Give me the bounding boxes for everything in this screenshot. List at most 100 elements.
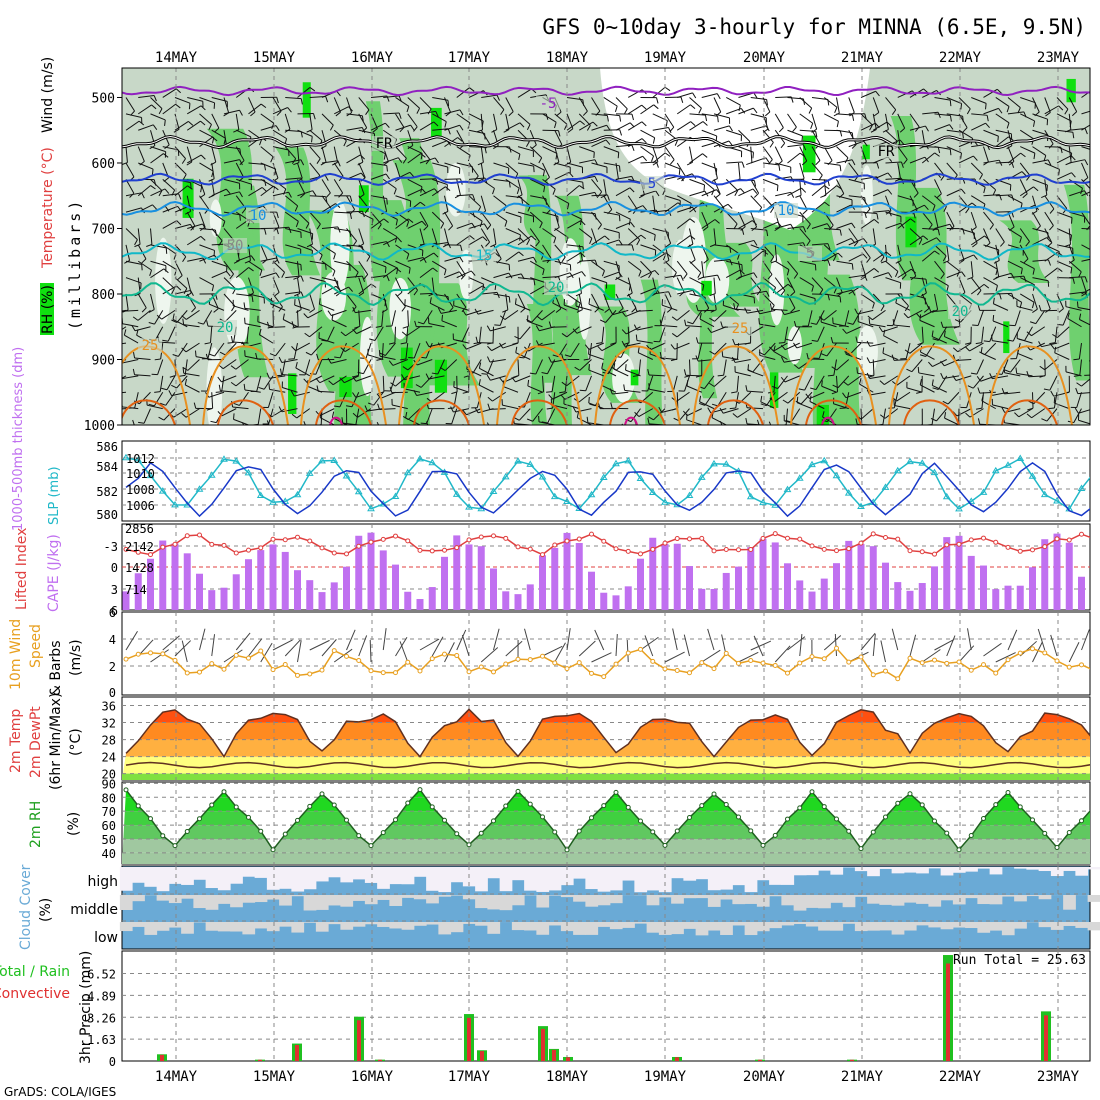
wind-barb-flag: [542, 170, 545, 177]
slp-line-marker: [367, 504, 375, 512]
wind-speed-marker: [552, 660, 558, 666]
wind-barb: [480, 211, 492, 226]
wind-barb-flag: [943, 260, 950, 264]
wind-barb: [122, 359, 139, 364]
wind-barb-flag: [903, 313, 909, 319]
cloud-cover-bar: [1050, 922, 1064, 930]
wind-barb: [738, 129, 751, 142]
wind-barb: [296, 408, 311, 419]
cloud-cover-bar: [413, 895, 427, 900]
wind-barb-flag: [1095, 286, 1099, 290]
wind-barb-flag: [843, 381, 849, 386]
wind-barb-flag: [348, 286, 354, 292]
wind-barb: [395, 146, 407, 159]
wind-speed-marker: [1092, 668, 1096, 672]
cape-bar: [1090, 583, 1097, 610]
wind-barb-flag: [1029, 321, 1036, 325]
wind-barb: [983, 194, 1000, 197]
cloud-cover-bar: [940, 895, 954, 901]
cloud-cover-bar: [989, 867, 1003, 875]
wind-barb: [750, 211, 758, 228]
rh-2m-marker: [968, 832, 974, 838]
wind-barb-flag: [384, 122, 390, 128]
wind-barb-flag: [402, 158, 407, 164]
wind-barb: [363, 359, 372, 374]
temp-band: [152, 709, 1077, 723]
wind-barb-flag: [582, 110, 588, 116]
wind-barb: [184, 359, 188, 376]
wind-barb-flag: [282, 435, 287, 438]
rh-2m-marker: [736, 814, 741, 820]
wind-barb: [426, 408, 433, 424]
wind-barb: [373, 391, 384, 406]
wind-barb: [1017, 352, 1033, 360]
wind-barb-flag: [637, 346, 640, 353]
surface-barb: [399, 641, 409, 663]
wind-barb-flag: [738, 104, 741, 112]
cloud-cover-bar: [315, 895, 329, 910]
wind-barb-flag: [618, 239, 623, 246]
wind-barb-flag: [383, 218, 389, 223]
wind-speed-marker: [601, 674, 607, 680]
wind-barb: [872, 309, 886, 321]
wind-barb: [431, 228, 438, 244]
wind-barb-flag: [919, 314, 922, 321]
cloud-cover-bar: [181, 867, 194, 885]
cape-bar: [453, 535, 461, 610]
wind-barb: [461, 326, 470, 342]
wind-barb-flag: [886, 251, 892, 257]
wind-barb: [1054, 352, 1070, 360]
wind-barb: [358, 211, 374, 220]
wind-barb-flag: [276, 110, 282, 116]
wind-barb-flag: [474, 308, 479, 315]
wind-barb-flag: [313, 113, 316, 120]
wind-barb-flag: [1006, 145, 1013, 150]
wind-barb: [248, 162, 265, 165]
wind-barb: [405, 343, 409, 360]
wind-barb-flag: [940, 273, 945, 279]
wind-barb-flag: [678, 168, 681, 175]
wind-barb: [857, 372, 874, 377]
wind-barb: [272, 97, 282, 112]
cloud-cover-bar: [389, 895, 403, 906]
wind-barb: [382, 267, 397, 279]
wind-barb-flag: [977, 387, 981, 394]
lifted-index-marker: [638, 551, 643, 557]
cloud-cover-bar: [609, 867, 623, 891]
wind-barb-flag: [469, 87, 475, 92]
wind-barb-flag: [134, 239, 138, 246]
wind-barb-flag: [482, 284, 485, 291]
wind-barb: [676, 218, 691, 229]
wind-barb-flag: [579, 185, 585, 190]
wind-barb: [738, 107, 754, 115]
top-date-label: 20MAY: [743, 50, 786, 66]
cloud-cover-bar: [916, 922, 929, 926]
wind-barb-flag: [961, 271, 966, 277]
wind-barb: [909, 277, 926, 280]
cloud-cover-bar: [254, 895, 268, 903]
slp-line-marker: [808, 460, 816, 468]
wind-barb-flag: [673, 417, 680, 422]
wind-barb: [885, 195, 892, 211]
wind-barb: [860, 293, 875, 304]
slp-line-marker: [195, 485, 204, 492]
wind-barb: [636, 309, 653, 312]
wind-barb-flag: [171, 288, 175, 295]
wind-barb: [493, 272, 509, 279]
wind-barb: [640, 104, 654, 115]
top-date-label: 21MAY: [841, 50, 884, 66]
wind-barb: [836, 113, 853, 116]
precip-convective-bar: [467, 1017, 471, 1061]
slp-line-marker: [955, 504, 963, 512]
contour-30: [1001, 399, 1058, 425]
slp-line-marker: [1089, 475, 1090, 476]
wind-barb: [138, 162, 154, 170]
wind-barb-flag: [764, 250, 767, 257]
wind-barb: [456, 146, 471, 156]
wind-barb: [236, 178, 252, 185]
rh-2m-marker: [625, 804, 631, 810]
wind-barb-flag: [397, 237, 402, 243]
lifted-index-marker: [356, 543, 362, 549]
lifted-index-marker: [160, 544, 166, 550]
wind-barb: [1007, 424, 1008, 425]
